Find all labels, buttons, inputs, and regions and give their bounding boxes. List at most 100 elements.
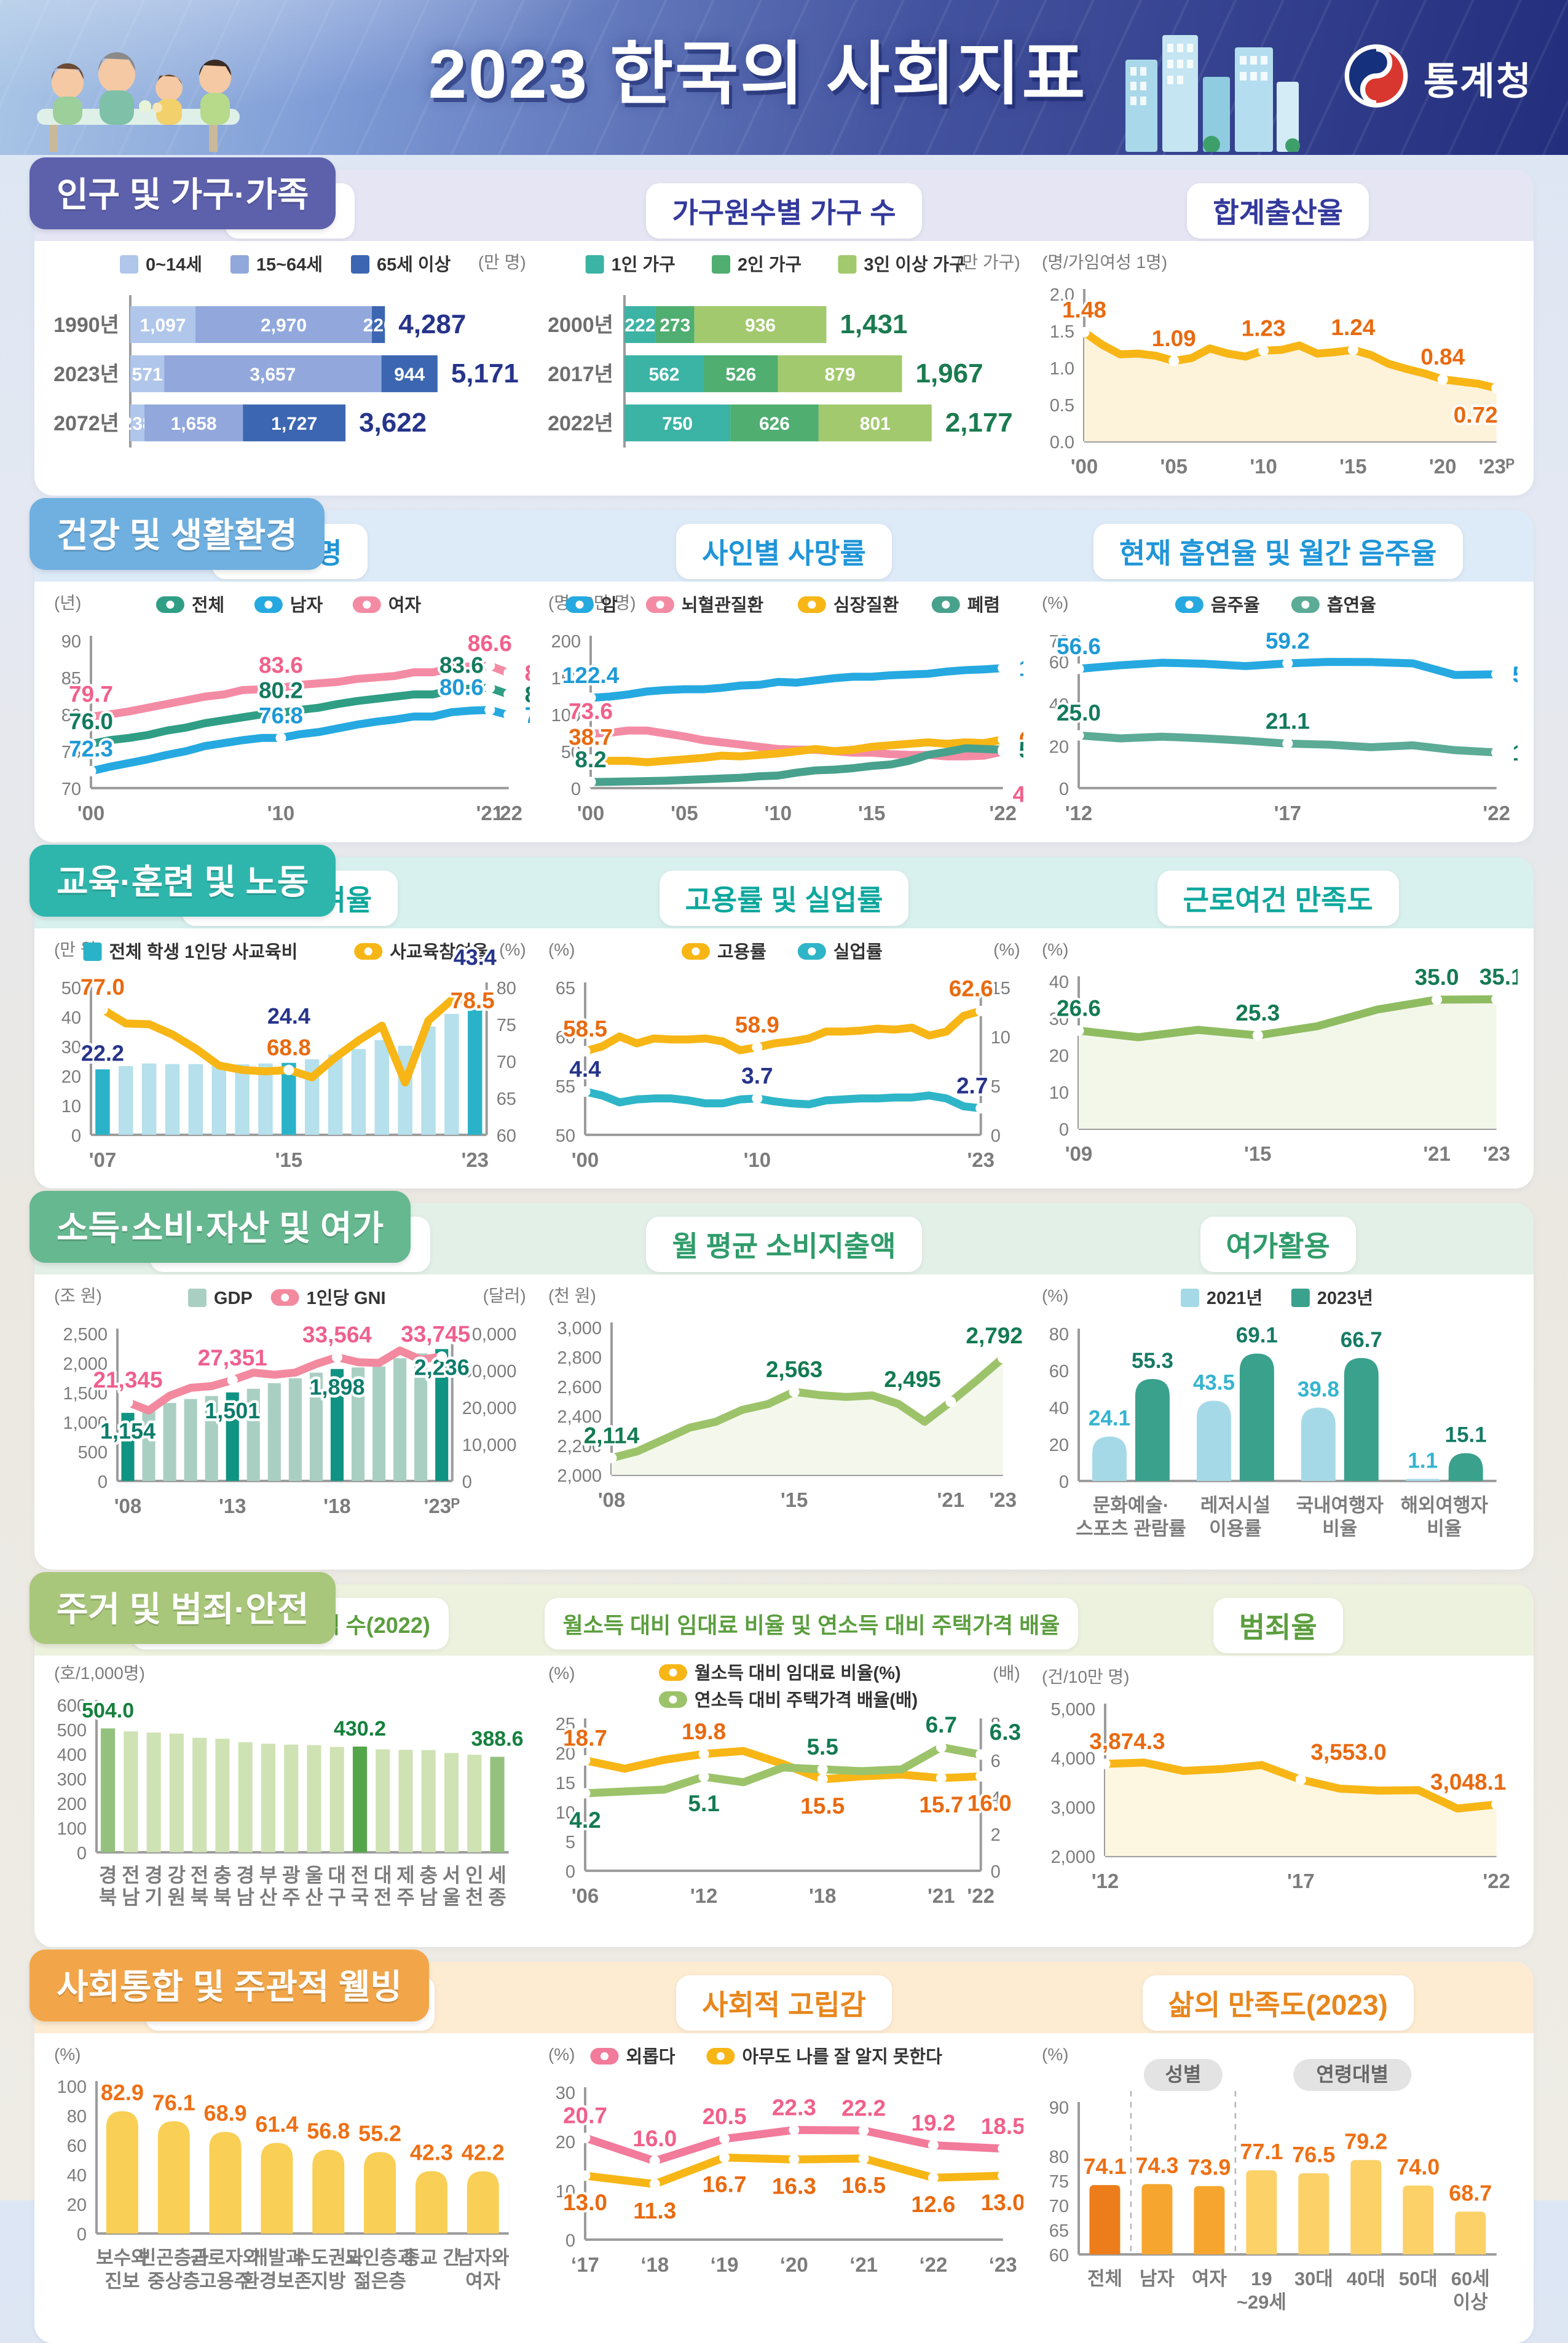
- svg-text:15: 15: [990, 979, 1010, 998]
- chart-title-employment-unemployment: 고용률 및 실업률: [659, 870, 909, 926]
- svg-text:19.2: 19.2: [911, 2110, 955, 2135]
- svg-text:0: 0: [98, 1472, 108, 1492]
- section-ribbon-income-leisure: 소득·소비·자산 및 여가: [30, 1191, 411, 1263]
- svg-text:15.1: 15.1: [1445, 1423, 1487, 1447]
- kostat-logo-icon: [1342, 42, 1410, 113]
- svg-text:2,000: 2,000: [557, 1466, 602, 1486]
- section-education-labor: 교육·훈련 및 노동사교육 참여율(만 원)(%)전체 학생 1인당 사교육비사…: [30, 844, 1534, 1189]
- svg-text:18.7: 18.7: [563, 1726, 607, 1751]
- svg-text:15: 15: [555, 1774, 575, 1793]
- svg-text:55.3: 55.3: [1132, 1349, 1173, 1373]
- svg-text:2,495: 2,495: [884, 1367, 941, 1393]
- chart-title-social-isolation: 사회적 고립감: [676, 1975, 892, 2031]
- svg-text:79.9: 79.9: [525, 703, 530, 728]
- svg-text:1,658: 1,658: [171, 414, 217, 434]
- svg-text:남: 남: [420, 1886, 438, 1908]
- section-housing-crime: 주거 및 범죄·안전인구 1,000명당 주택 수(2022)(호/1,000명…: [30, 1572, 1534, 1948]
- svg-text:'23: '23: [989, 1488, 1017, 1511]
- chart-title-crime-rate: 범죄율: [1213, 1598, 1343, 1654]
- svg-text:944: 944: [394, 365, 425, 385]
- svg-text:'15: '15: [858, 802, 886, 824]
- svg-text:1990년: 1990년: [53, 314, 119, 337]
- svg-text:'12: '12: [1065, 802, 1093, 824]
- svg-text:1,500: 1,500: [63, 1384, 108, 1404]
- svg-text:801: 801: [859, 414, 890, 434]
- svg-text:2022년: 2022년: [548, 412, 613, 435]
- svg-text:연령대별: 연령대별: [1317, 2063, 1389, 2085]
- svg-text:56.8: 56.8: [307, 2119, 350, 2144]
- svg-text:'22: '22: [989, 802, 1017, 824]
- buildings-illustration: [1119, 23, 1304, 155]
- chart-private-education: (만 원) (%)전체 학생 1인당 사교육비 사교육참여율010203040506…: [54, 940, 526, 1171]
- svg-text:0: 0: [1059, 780, 1069, 799]
- svg-text:6.7: 6.7: [925, 1712, 956, 1737]
- svg-text:(%): (%): [548, 2045, 575, 2064]
- svg-text:60: 60: [1049, 653, 1069, 673]
- svg-text:79.7: 79.7: [69, 681, 113, 706]
- svg-text:80: 80: [1049, 1325, 1069, 1345]
- svg-text:(천 원): (천 원): [548, 1286, 596, 1305]
- svg-text:남: 남: [236, 1886, 254, 1908]
- chart-fertility-rate: (명/가임여성 1명) 0.0 0.5 1.0 1.5 2.01.48 1.09 1.23 1.…: [1042, 253, 1515, 478]
- svg-text:16.0: 16.0: [632, 2126, 677, 2151]
- panel-fertility-rate: 합계출산율 (명/가임여성 1명) 0.0 0.5 1.0 1.5 2.0 1.48 1.09 1…: [1038, 183, 1518, 482]
- svg-text:30: 30: [61, 1038, 81, 1057]
- svg-text:'07: '07: [89, 1148, 117, 1171]
- svg-text:(만 가구): (만 가구): [956, 253, 1020, 272]
- svg-text:20: 20: [1049, 737, 1069, 757]
- svg-text:73.9: 73.9: [1188, 2155, 1231, 2180]
- svg-text:20: 20: [555, 2133, 575, 2152]
- svg-text:(%): (%): [1042, 593, 1069, 612]
- svg-text:'00: '00: [577, 802, 604, 824]
- svg-text:3,000: 3,000: [1051, 1798, 1096, 1818]
- svg-text:626: 626: [759, 414, 790, 434]
- svg-text:85.6: 85.6: [525, 661, 530, 686]
- svg-text:'18: '18: [323, 1495, 351, 1517]
- svg-text:3,622: 3,622: [359, 408, 427, 438]
- svg-text:'23ᴾ: '23ᴾ: [424, 1495, 460, 1517]
- svg-text:22.2: 22.2: [841, 2095, 886, 2120]
- panel-households-by-size: 가구원수별 가구 수 (만 가구) 1인 가구 2인 가구 3인 이상 가구 2000년 2…: [545, 183, 1024, 462]
- chart-title-death-rate-by-cause: 사인별 사망률: [676, 523, 892, 579]
- svg-text:38.7: 38.7: [569, 724, 613, 749]
- chart-title-fertility-rate: 합계출산율: [1187, 183, 1369, 239]
- chart-title-rent-price-ratio: 월소득 대비 임대료 비율 및 연소득 대비 주택가격 배율: [544, 1598, 1079, 1650]
- chart-leisure: (%) 2021년 2023년 0 20 40 60 80 24.1 43.5 39.8 1.1 55.…: [1042, 1286, 1497, 1539]
- panel-crime-rate: 범죄율 (건/10만 명) 2,000 3,000 4,000 5,000 3,874.3 3…: [1038, 1598, 1518, 1897]
- svg-text:3,657: 3,657: [250, 365, 296, 385]
- svg-text:15.7: 15.7: [919, 1792, 963, 1817]
- panel-social-conflict: 사회갈등인식(2023)(%)02040608010082.976.168.96…: [50, 1975, 530, 2309]
- chart-life-expectancy: (년)전체남자여자707580859079.783.686.685.676.08…: [54, 593, 530, 824]
- panel-employment-unemployment: 고용률 및 실업률 (%) (%) 고용률 실업률 50 55 60 65 0 5 10 15 58.5 5…: [545, 870, 1024, 1175]
- panel-housing-per-1000: 인구 1,000명당 주택 수(2022)(호/1,000명)010020030…: [50, 1598, 530, 1934]
- svg-text:2072년: 2072년: [53, 412, 119, 435]
- svg-text:60: 60: [497, 1126, 516, 1146]
- svg-text:2021년: 2021년: [1207, 1289, 1263, 1308]
- svg-text:'12: '12: [690, 1884, 718, 1907]
- svg-text:10: 10: [1049, 1083, 1069, 1103]
- svg-text:'12: '12: [1092, 1870, 1119, 1892]
- panel-death-rate-by-cause: 사인별 사망률(명/10만 명)암뇌혈관질환심장질환폐렴050100150200…: [545, 523, 1023, 829]
- svg-text:430.2: 430.2: [334, 1717, 386, 1740]
- svg-text:전: 전: [374, 1886, 392, 1908]
- svg-text:15.5: 15.5: [800, 1793, 845, 1819]
- svg-text:74.1: 74.1: [1084, 2154, 1127, 2179]
- svg-text:0.0: 0.0: [1050, 433, 1074, 452]
- svg-text:‘20: ‘20: [780, 2253, 808, 2276]
- svg-text:'21: '21: [476, 802, 504, 824]
- svg-text:16.5: 16.5: [841, 2173, 886, 2198]
- svg-text:58.5: 58.5: [563, 1016, 607, 1041]
- svg-text:부: 부: [259, 1864, 277, 1886]
- svg-text:65세 이상: 65세 이상: [377, 255, 451, 275]
- kostat-logo: 통계청: [1342, 42, 1532, 113]
- svg-text:162.7: 162.7: [1018, 656, 1023, 681]
- svg-text:58.9: 58.9: [735, 1012, 779, 1037]
- svg-text:40,000: 40,000: [462, 1325, 517, 1345]
- svg-text:'15: '15: [1339, 455, 1367, 478]
- svg-text:비율: 비율: [1427, 1518, 1462, 1539]
- panel-leisure: 여가활용 (%) 2021년 2023년 0 20 40 60 80 24.1 43.5 39.8 1.…: [1038, 1217, 1518, 1556]
- svg-text:80: 80: [67, 2107, 87, 2127]
- svg-text:(%): (%): [1042, 940, 1069, 959]
